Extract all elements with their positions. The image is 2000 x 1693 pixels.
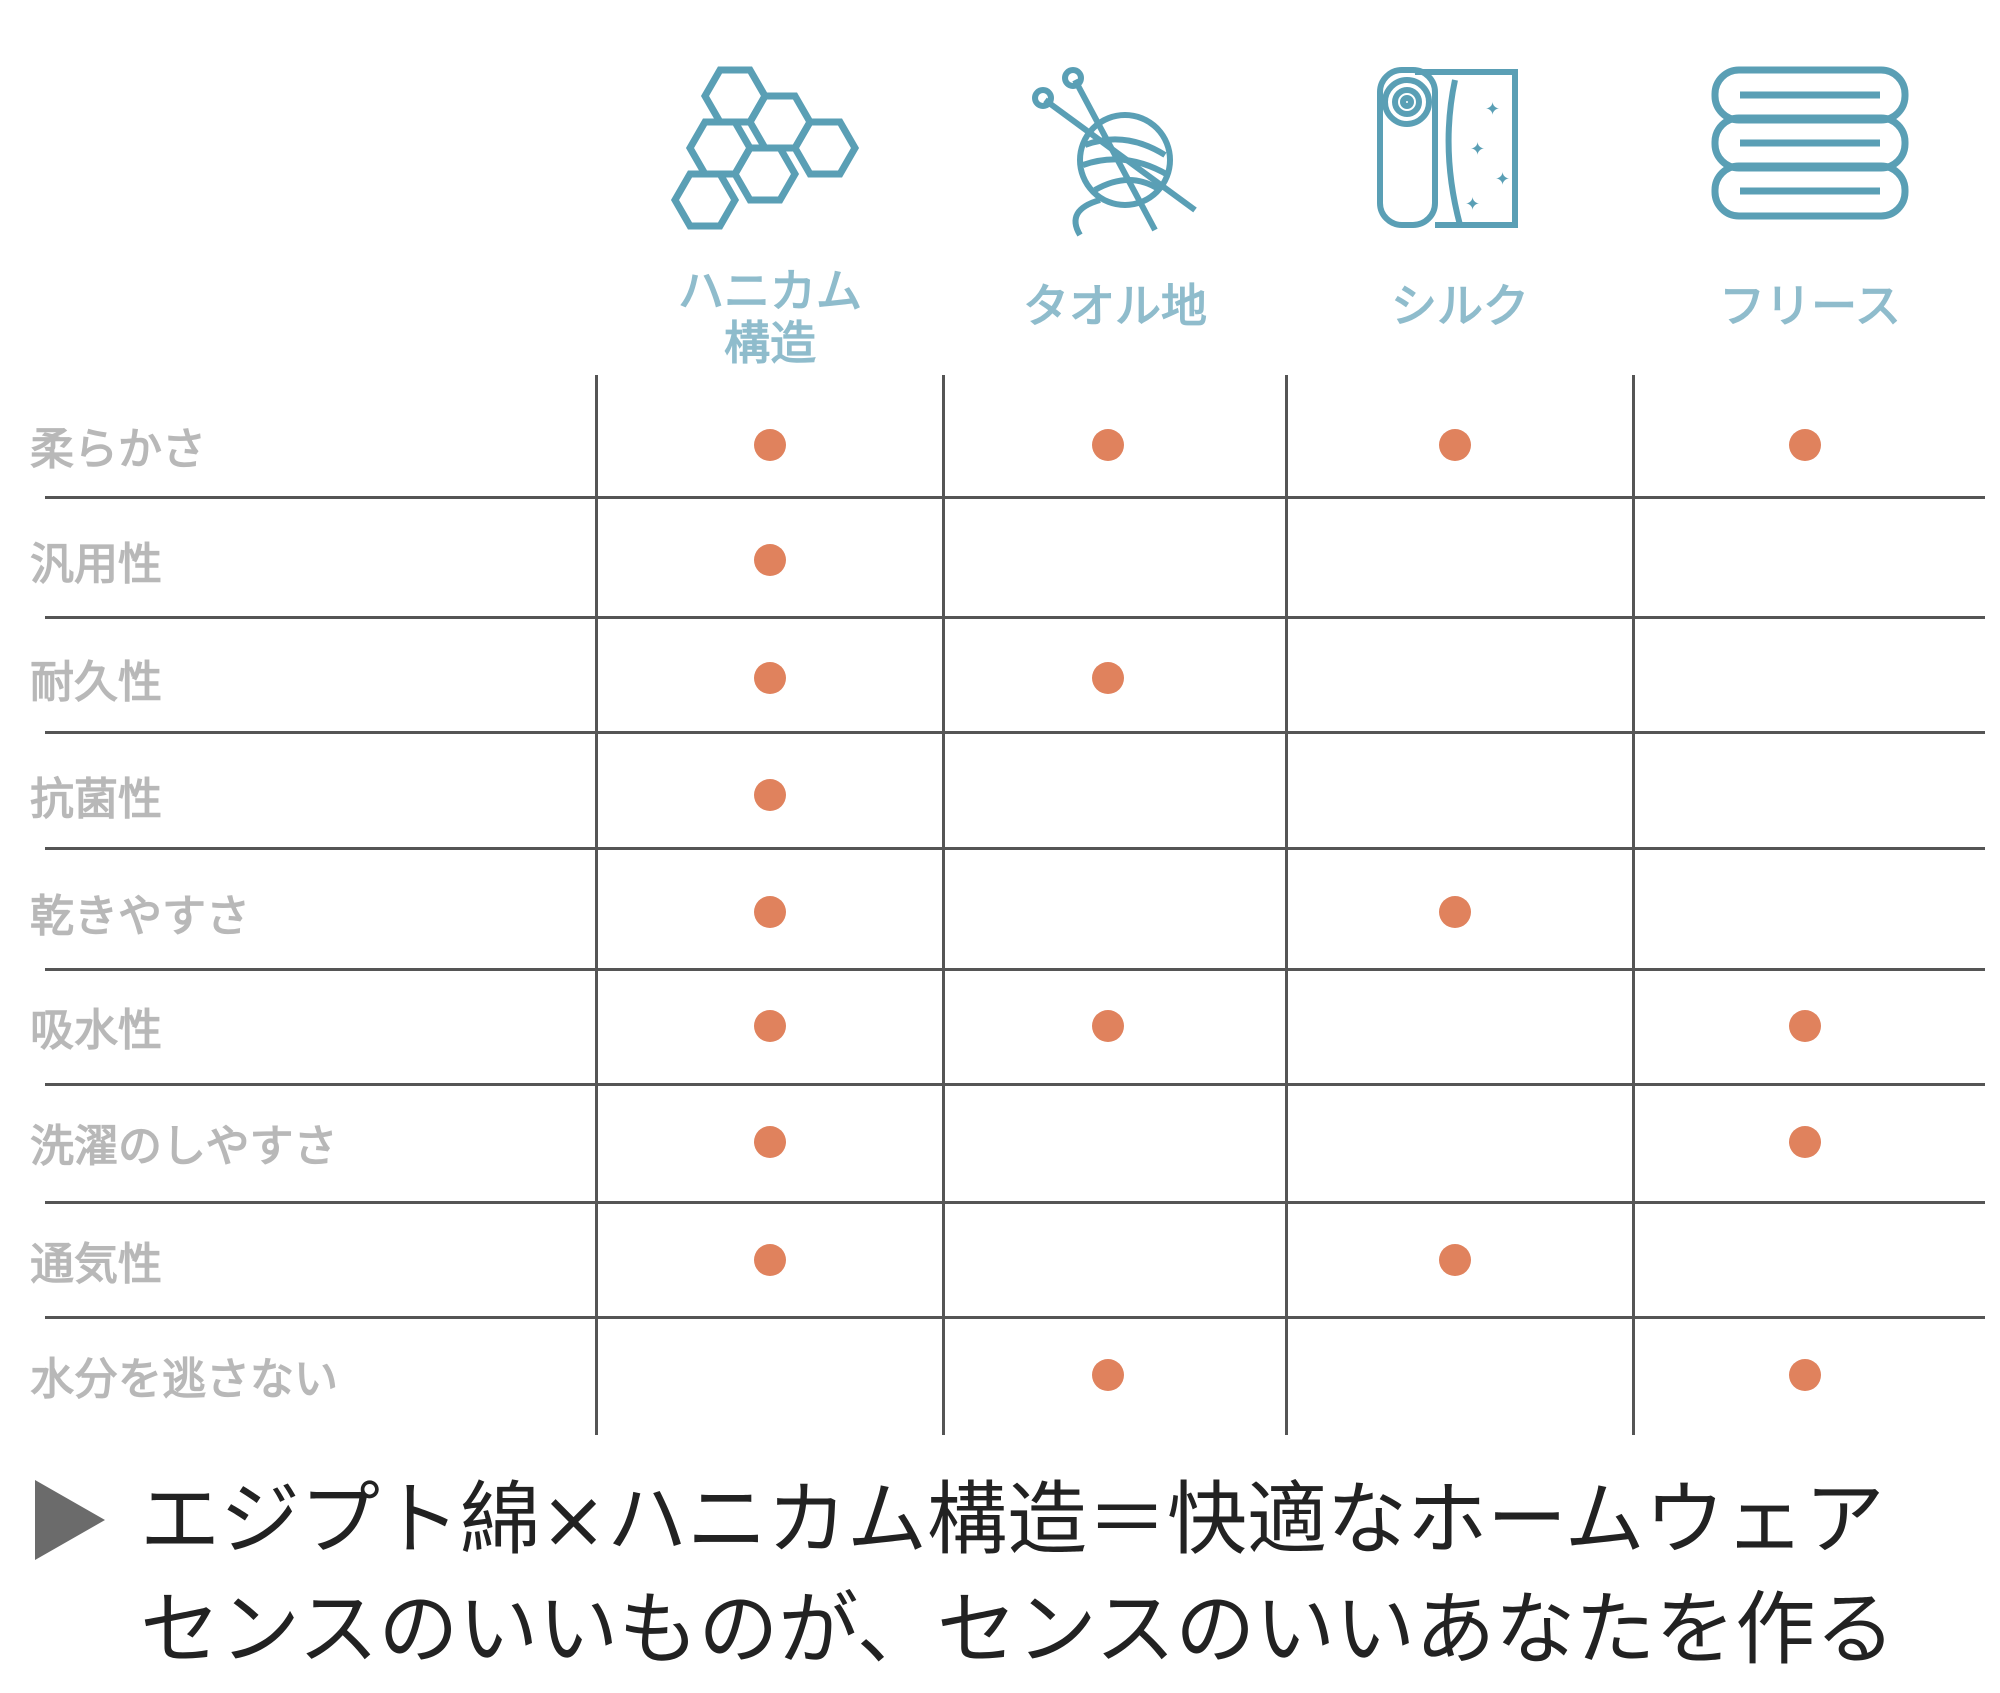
row-label: 耐久性 (30, 657, 162, 708)
row-label: 抗菌性 (30, 774, 162, 825)
footer-line-1: エジプト綿×ハニカム構造＝快適なホームウェア (140, 1473, 1885, 1566)
grid-vline (595, 375, 598, 1435)
grid-hline (45, 1083, 1985, 1086)
grid-vline (942, 375, 945, 1435)
feature-dot (1439, 429, 1471, 461)
grid-hline (45, 616, 1985, 619)
grid-vline (1632, 375, 1635, 1435)
row-label: 洗濯のしやすさ (30, 1121, 338, 1172)
column-label-line2: 構造 (724, 316, 816, 370)
row-label: 柔らかさ (30, 424, 206, 475)
column-label-line1: シルク (1391, 279, 1529, 333)
play-triangle-icon (35, 1480, 105, 1560)
feature-dot (754, 1126, 786, 1158)
column-label-towel: タオル地 (945, 280, 1285, 332)
feature-dot (754, 429, 786, 461)
svg-text:✦: ✦ (1470, 139, 1485, 160)
feature-dot (754, 1244, 786, 1276)
footer-line-2: センスのいいものが、センスのいいあなたを作る (140, 1583, 1896, 1676)
row-label: 汎用性 (30, 539, 162, 590)
row-label: 乾きやすさ (30, 891, 250, 942)
svg-text:✦: ✦ (1495, 169, 1510, 190)
feature-dot (1789, 1010, 1821, 1042)
feature-dot (1439, 896, 1471, 928)
feature-dot (1092, 1359, 1124, 1391)
folded-fleece-icon (1711, 66, 1909, 220)
silk-roll-icon: ✦ ✦ ✦ ✦ (1377, 67, 1518, 228)
grid-hline (45, 968, 1985, 971)
feature-dot (754, 779, 786, 811)
column-label-fleece: フリース (1640, 280, 1980, 332)
feature-dot (1789, 429, 1821, 461)
feature-dot (754, 662, 786, 694)
row-label: 吸水性 (30, 1005, 162, 1056)
row-label: 通気性 (30, 1239, 162, 1290)
feature-dot (1439, 1244, 1471, 1276)
column-label-line1: フリース (1719, 279, 1901, 333)
column-label-line1: ハニカム (678, 264, 862, 318)
grid-hline (45, 1201, 1985, 1204)
grid-hline (45, 1316, 1985, 1319)
feature-dot (1092, 1010, 1124, 1042)
grid-hline (45, 496, 1985, 499)
honeycomb-icon (670, 66, 860, 230)
grid-hline (45, 731, 1985, 734)
svg-text:✦: ✦ (1485, 99, 1500, 120)
column-label-line1: タオル地 (1023, 279, 1207, 333)
feature-dot (1092, 429, 1124, 461)
row-label: 水分を逃さない (30, 1354, 338, 1405)
feature-dot (1789, 1126, 1821, 1158)
feature-dot (754, 1010, 786, 1042)
svg-text:✦: ✦ (1465, 194, 1480, 215)
column-label-honeycomb: ハニカム 構造 (600, 265, 940, 369)
feature-dot (754, 896, 786, 928)
feature-dot (1789, 1359, 1821, 1391)
feature-dot (754, 544, 786, 576)
grid-vline (1285, 375, 1288, 1435)
grid-hline (45, 847, 1985, 850)
yarn-ball-icon (1032, 67, 1197, 237)
feature-dot (1092, 662, 1124, 694)
column-label-silk: シルク (1290, 280, 1630, 332)
